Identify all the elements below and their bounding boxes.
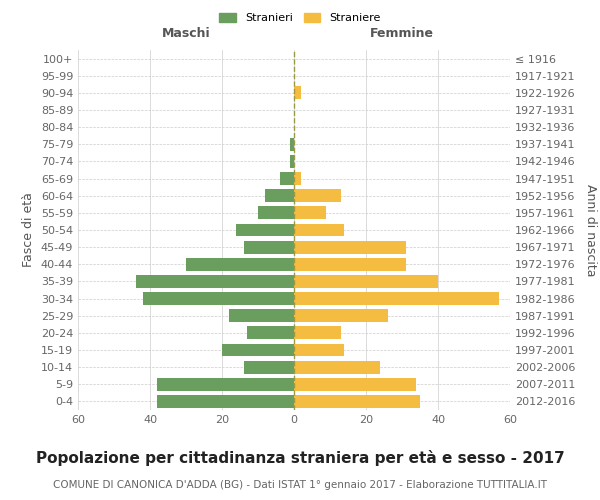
Y-axis label: Anni di nascita: Anni di nascita <box>584 184 597 276</box>
Bar <box>294 86 301 100</box>
Bar <box>294 172 301 185</box>
Bar <box>157 378 294 390</box>
Bar <box>294 258 406 270</box>
Bar <box>280 172 294 185</box>
Bar <box>222 344 294 356</box>
Bar <box>294 190 341 202</box>
Bar <box>294 326 341 340</box>
Bar <box>247 326 294 340</box>
Bar <box>290 138 294 150</box>
Bar <box>294 395 420 408</box>
Bar <box>294 378 416 390</box>
Text: COMUNE DI CANONICA D'ADDA (BG) - Dati ISTAT 1° gennaio 2017 - Elaborazione TUTTI: COMUNE DI CANONICA D'ADDA (BG) - Dati IS… <box>53 480 547 490</box>
Bar <box>294 360 380 374</box>
Bar <box>244 360 294 374</box>
Bar <box>136 275 294 288</box>
Bar <box>229 310 294 322</box>
Bar <box>294 206 326 220</box>
Bar <box>294 224 344 236</box>
Y-axis label: Fasce di età: Fasce di età <box>22 192 35 268</box>
Bar <box>236 224 294 236</box>
Legend: Stranieri, Straniere: Stranieri, Straniere <box>215 8 385 28</box>
Bar <box>290 155 294 168</box>
Text: Popolazione per cittadinanza straniera per età e sesso - 2017: Popolazione per cittadinanza straniera p… <box>35 450 565 466</box>
Bar <box>294 310 388 322</box>
Bar <box>294 344 344 356</box>
Text: Femmine: Femmine <box>370 26 434 40</box>
Bar <box>294 275 438 288</box>
Bar <box>186 258 294 270</box>
Bar <box>294 292 499 305</box>
Bar <box>258 206 294 220</box>
Text: Maschi: Maschi <box>161 26 211 40</box>
Bar <box>265 190 294 202</box>
Bar <box>294 240 406 254</box>
Bar <box>157 395 294 408</box>
Bar <box>143 292 294 305</box>
Bar <box>244 240 294 254</box>
